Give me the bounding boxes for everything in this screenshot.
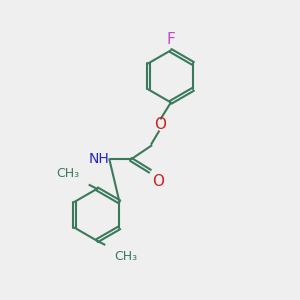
Text: F: F [166, 32, 175, 47]
Text: O: O [154, 118, 166, 133]
Text: NH: NH [88, 152, 110, 167]
Text: CH₃: CH₃ [56, 167, 79, 180]
Text: CH₃: CH₃ [115, 250, 138, 262]
Text: O: O [152, 174, 164, 189]
